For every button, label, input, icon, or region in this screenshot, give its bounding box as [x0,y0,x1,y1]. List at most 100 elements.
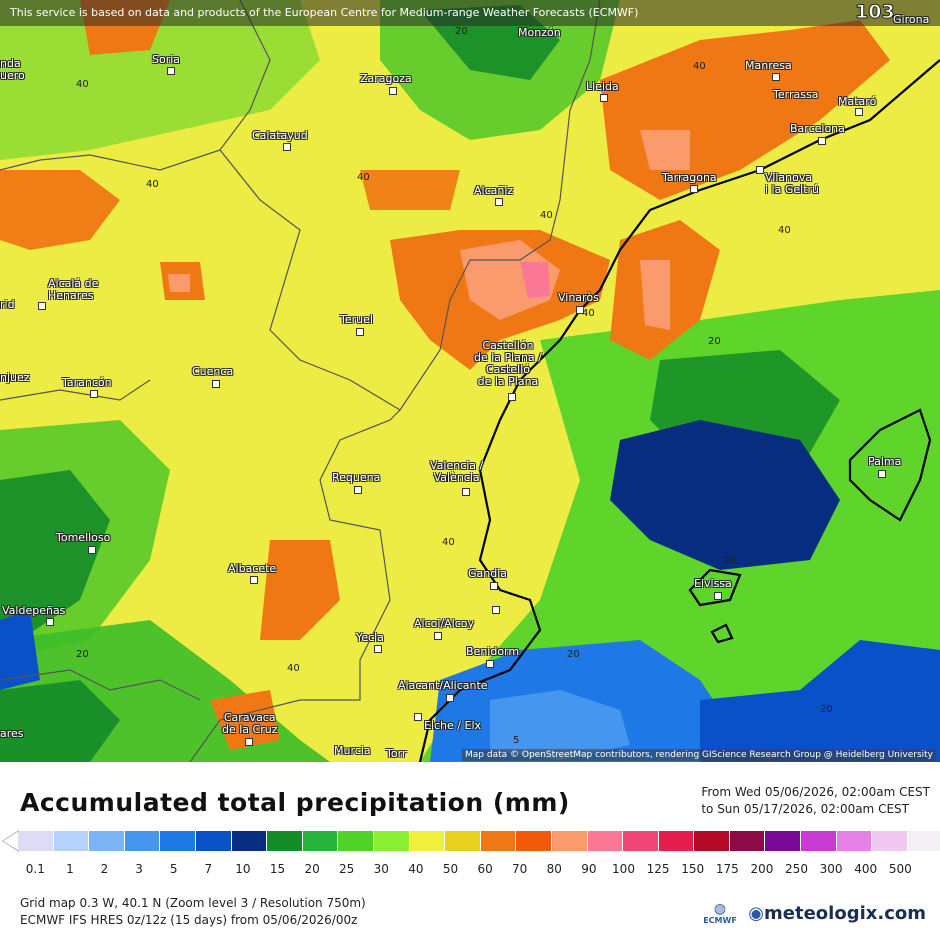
color-scale-segment [765,831,802,851]
map-attribution: Map data © OpenStreetMap contributors, r… [462,749,936,761]
city-marker [389,87,397,95]
map-canvas [0,0,940,762]
city-label: Alcoi/Alcoy [414,617,474,630]
city-marker [212,380,220,388]
contour-label: 20 [567,649,580,660]
city-marker [818,137,826,145]
color-scale-tick: 20 [304,862,320,876]
city-marker [772,73,780,81]
city-label: Terrassa [773,88,819,101]
city-marker [690,185,698,193]
city-label: Vinaròs [558,291,599,304]
color-scale-tick: 25 [339,862,355,876]
city-label: Torr [386,747,407,760]
color-scale-segment [195,831,232,851]
city-label: Alacant/Alicante [398,679,488,692]
city-marker [374,645,382,653]
city-label: Alcalá de Henares [48,277,99,302]
city-label: rid [0,298,15,311]
city-label: Soria [152,53,181,66]
color-scale [18,831,940,851]
city-label: Calatayud [252,129,308,142]
color-scale-segment [658,831,695,851]
city-marker [283,143,291,151]
city-label: Barcelona [790,122,845,135]
service-notice-bar: This service is based on data and produc… [0,0,940,26]
globe-icon: ◉ [748,903,765,924]
color-scale-tick: 200 [750,862,774,876]
grid-info: Grid map 0.3 W, 40.1 N (Zoom level 3 / R… [20,896,366,910]
city-label: Cuenca [192,365,234,378]
color-scale-segment [18,831,54,851]
ecmwf-logo-text: ECMWF [703,916,737,925]
city-label: Zaragoza [360,72,412,85]
date-from: From Wed 05/06/2026, 02:00am CEST [701,785,930,799]
color-scale-tick: 1 [66,862,74,876]
city-label: ares [0,727,24,740]
city-label: Monzón [518,26,561,39]
scale-min-arrow [3,831,19,851]
color-scale-tick: 150 [681,862,705,876]
contour-label: 40 [582,308,595,319]
contour-label: 20 [820,704,833,715]
color-scale-segment [480,831,517,851]
city-label: Manresa [745,59,792,72]
color-scale-segment [836,831,873,851]
color-scale-tick: 125 [646,862,670,876]
city-marker [492,606,500,614]
city-marker [250,576,258,584]
color-scale-segment [551,831,588,851]
color-scale-tick: 250 [785,862,808,876]
city-marker [354,486,362,494]
city-label: Alcañiz [474,184,514,197]
city-marker [38,302,46,310]
contour-label: 5 [513,735,520,746]
city-label: Tarancón [62,376,112,389]
color-scale-tick: 3 [135,862,143,876]
city-marker [414,713,422,721]
color-scale-segment [338,831,374,851]
city-label: Palma [868,455,902,468]
model-info: Grid map 0.3 W, 40.1 N (Zoom level 3 / R… [20,895,366,929]
color-scale-tick: 60 [477,862,493,876]
brand-text: meteologix.com [764,903,926,924]
precipitation-map[interactable]: This service is based on data and produc… [0,0,940,762]
color-scale-segment [231,831,268,851]
city-marker [90,390,98,398]
color-scale-segment [587,831,624,851]
city-marker [576,306,584,314]
city-marker [878,470,886,478]
contour-label: 40 [540,210,553,221]
color-scale-tick: 5 [169,862,178,876]
city-label: Benidorm [466,645,520,658]
ecmwf-logo-mark: ◍ [713,901,727,917]
city-marker [486,660,494,668]
contour-label: 40 [287,663,300,674]
color-scale-segment [872,831,908,851]
city-marker [855,108,863,116]
color-scale-tick: 0.1 [25,862,45,876]
color-scale-tick: 15 [269,862,286,876]
color-scale-segment [907,831,940,851]
color-scale-tick: 30 [373,862,389,876]
brand-logo[interactable]: ◉meteologix.com [748,903,926,924]
color-scale-tick: 80 [546,862,562,876]
city-marker [245,738,253,746]
city-marker [490,582,498,590]
ecmwf-logo: ◍ ECMWF [700,902,740,925]
city-marker [462,488,470,496]
city-marker [88,546,96,554]
city-label: Requena [332,471,381,484]
city-label: Caravaca de la Cruz [222,711,278,736]
contour-label: 40 [442,537,455,548]
city-label: nda uero [0,57,25,82]
color-scale-tick: 100 [612,862,635,876]
color-scale-tick: 400 [854,862,878,876]
city-label: Yecla [356,631,384,644]
city-label: Teruel [340,313,373,326]
color-scale-segment [53,831,90,851]
city-label: Elche / Elx [424,719,482,732]
color-scale-segment [623,831,659,851]
color-scale-tick: 50 [442,862,459,876]
legend-title: Accumulated total precipitation (mm) [20,788,570,817]
